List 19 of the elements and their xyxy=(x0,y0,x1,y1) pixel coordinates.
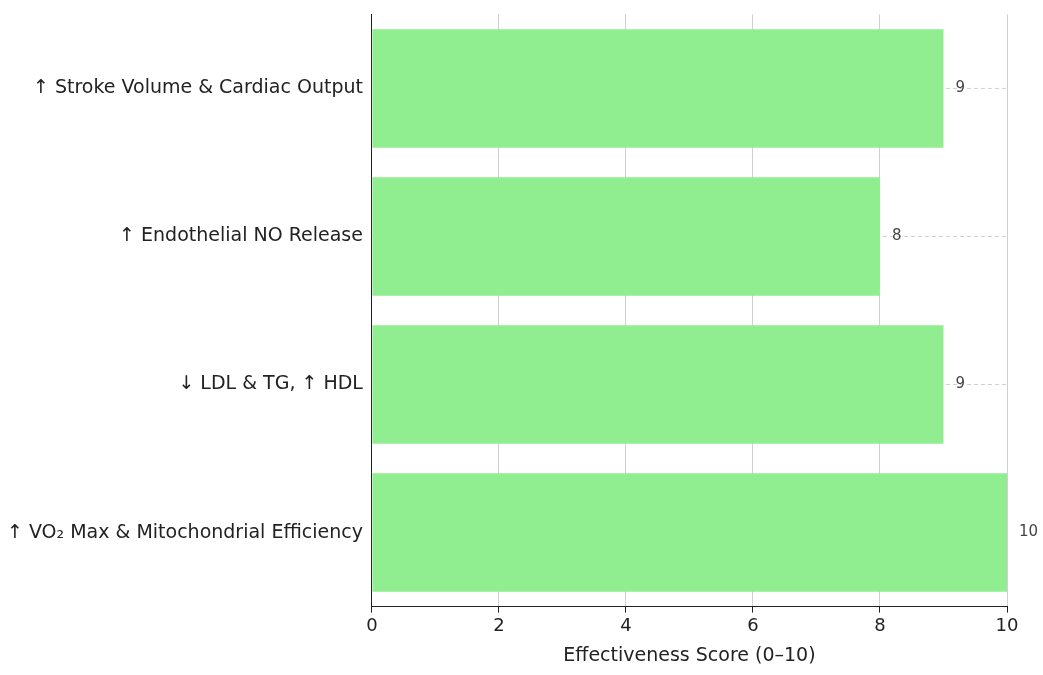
y-tick-label: ↑ Stroke Volume & Cardiac Output xyxy=(32,75,363,98)
bar xyxy=(372,29,944,148)
x-tick-label: 4 xyxy=(620,614,632,636)
bar xyxy=(372,325,944,444)
x-tick-label: 2 xyxy=(493,614,505,636)
data-label: 9 xyxy=(955,374,966,393)
bar xyxy=(372,473,1007,592)
x-tick-label: 0 xyxy=(366,614,378,636)
data-label: 8 xyxy=(891,226,902,245)
y-tick-label: ↑ VO₂ Max & Mitochondrial Efficiency xyxy=(6,519,363,542)
x-axis-title: Effectiveness Score (0–10) xyxy=(563,642,816,665)
x-tick-label: 8 xyxy=(874,614,886,636)
data-label: 9 xyxy=(955,78,966,97)
y-tick-label: ↓ LDL & TG, ↑ HDL xyxy=(178,371,364,394)
x-tick-label: 6 xyxy=(747,614,759,636)
bar xyxy=(372,177,880,296)
y-tick-label: ↑ Endothelial NO Release xyxy=(119,223,363,246)
data-label: 10 xyxy=(1019,522,1039,541)
x-tick-label: 10 xyxy=(995,614,1019,636)
